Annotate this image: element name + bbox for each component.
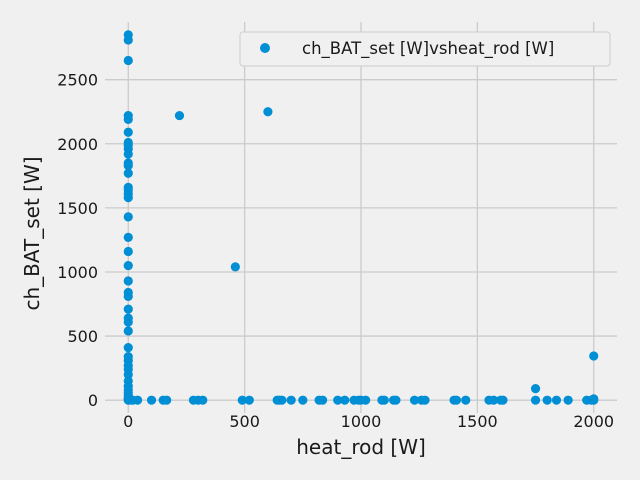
data-point xyxy=(489,395,499,405)
data-point xyxy=(123,276,133,286)
data-point xyxy=(123,114,133,125)
data-point xyxy=(542,395,552,405)
data-point xyxy=(146,395,157,405)
data-point xyxy=(174,110,185,121)
legend-marker xyxy=(260,43,270,53)
data-point xyxy=(420,395,430,405)
legend-label: ch_BAT_set [W]vsheat_rod [W] xyxy=(302,39,554,59)
data-point xyxy=(123,232,133,242)
data-point xyxy=(123,149,133,159)
data-point xyxy=(498,395,508,405)
x-tick-label: 1000 xyxy=(341,412,382,431)
data-point xyxy=(298,395,308,405)
data-points xyxy=(123,30,599,405)
data-point xyxy=(123,343,133,353)
data-point xyxy=(123,304,133,314)
data-point xyxy=(132,395,143,405)
data-point xyxy=(123,317,133,327)
grid-lines xyxy=(105,22,617,413)
data-point xyxy=(123,326,133,336)
x-tick-label: 1500 xyxy=(457,412,498,431)
data-point xyxy=(123,160,133,171)
y-tick-label: 0 xyxy=(88,391,98,410)
y-tick-label: 500 xyxy=(67,327,98,346)
tick-labels: 0 500 1000 1500 2000 0 500 1000 1500 2000 2500 xyxy=(57,71,614,431)
data-point xyxy=(361,395,371,405)
data-point xyxy=(123,291,133,301)
data-point xyxy=(551,395,562,405)
data-point xyxy=(162,395,172,405)
legend: ch_BAT_set [W]vsheat_rod [W] xyxy=(239,31,611,67)
data-point xyxy=(318,395,328,405)
x-axis-title: heat_rod [W] xyxy=(296,435,426,459)
data-point xyxy=(244,395,254,405)
data-point xyxy=(123,369,133,380)
data-point xyxy=(286,395,296,405)
data-point xyxy=(589,351,599,361)
data-point xyxy=(379,395,389,405)
legend-box xyxy=(239,31,611,67)
y-tick-label: 2500 xyxy=(57,71,98,90)
data-point xyxy=(451,395,462,405)
data-point xyxy=(263,107,273,117)
data-point xyxy=(340,395,350,405)
data-point xyxy=(530,395,541,405)
data-point xyxy=(123,127,133,137)
y-tick-label: 1000 xyxy=(57,263,98,282)
data-point xyxy=(589,395,599,405)
y-tick-label: 1500 xyxy=(57,199,98,218)
data-point xyxy=(123,55,133,66)
data-point xyxy=(409,395,420,405)
y-axis-title: ch_BAT_set [W] xyxy=(20,156,44,310)
x-tick-label: 0 xyxy=(123,412,133,431)
data-point xyxy=(563,395,573,405)
data-point xyxy=(237,395,247,405)
data-point xyxy=(333,395,343,405)
x-tick-label: 500 xyxy=(229,412,260,431)
data-point xyxy=(123,212,133,222)
data-point xyxy=(230,262,240,272)
data-point xyxy=(123,168,133,178)
data-point xyxy=(123,35,133,45)
data-point xyxy=(123,260,133,271)
data-point xyxy=(198,395,208,405)
x-tick-label: 2000 xyxy=(573,412,614,431)
data-point xyxy=(277,395,287,405)
y-tick-label: 2000 xyxy=(57,135,98,154)
data-point xyxy=(461,395,471,405)
data-point xyxy=(530,384,541,394)
data-point xyxy=(123,193,133,203)
data-point xyxy=(123,246,133,257)
data-point xyxy=(391,395,401,405)
